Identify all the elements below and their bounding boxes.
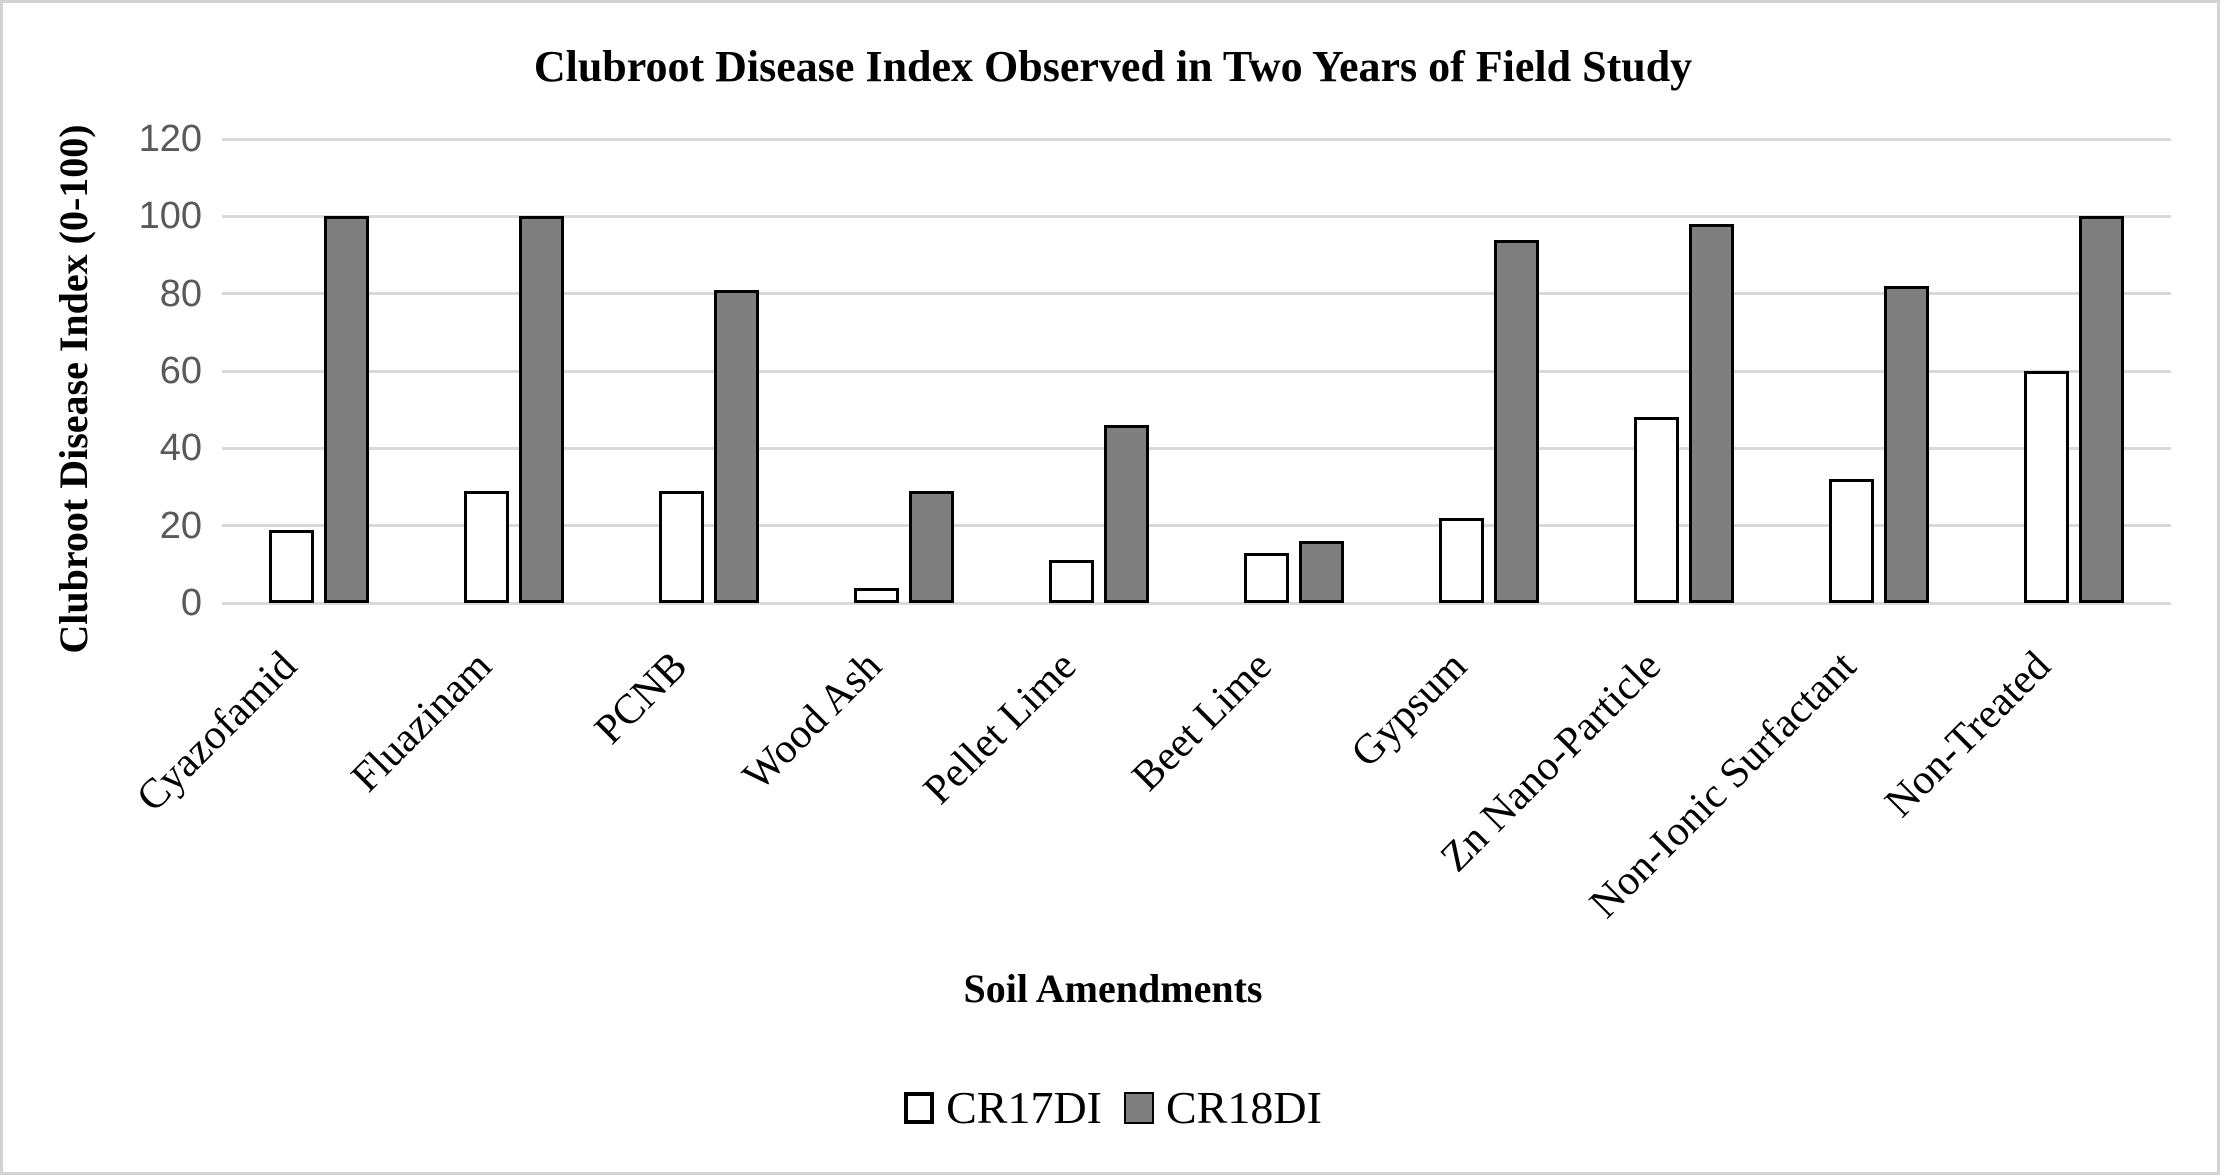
- y-tick-label-20: 20: [159, 504, 202, 547]
- gridline-y-80: [222, 292, 2171, 296]
- x-category-label: Pellet Lime: [915, 643, 1086, 814]
- bar-cr18di-wood-ash: [909, 490, 955, 603]
- bar-cr17di-gypsum: [1438, 517, 1484, 603]
- legend-label-cr17di: CR17DI: [946, 1082, 1102, 1133]
- x-category-label: Wood Ash: [734, 643, 891, 800]
- bar-cr17di-cyazofamid: [269, 529, 315, 603]
- bar-cr18di-fluazinam: [519, 216, 565, 603]
- legend-item-cr18di: CR18DI: [1124, 1081, 1322, 1134]
- bar-cr17di-beet-lime: [1243, 552, 1289, 603]
- chart-title: Clubroot Disease Index Observed in Two Y…: [533, 42, 1693, 91]
- bar-cr17di-fluazinam: [464, 490, 510, 603]
- plot-area: [222, 137, 2171, 605]
- bar-cr18di-beet-lime: [1298, 541, 1344, 603]
- x-category-label: Beet Lime: [1123, 643, 1281, 801]
- gridline-y-20: [222, 524, 2171, 528]
- bar-cr17di-non-treated: [2023, 371, 2069, 603]
- bar-cr18di-zn-nano-particle: [1688, 224, 1734, 603]
- gridline-y-120: [222, 137, 2171, 141]
- y-tick-label-120: 120: [138, 118, 202, 160]
- legend: CR17DI CR18DI: [3, 1081, 2217, 1134]
- gridline-y-60: [222, 369, 2171, 373]
- gridline-y-0: [222, 601, 2171, 605]
- y-tick-label-100: 100: [138, 195, 202, 238]
- bar-cr18di-non-ionic-surfactant: [1883, 285, 1929, 603]
- x-category-label: PCNB: [585, 643, 696, 754]
- bar-cr18di-pellet-lime: [1104, 425, 1150, 603]
- bar-cr18di-cyazofamid: [324, 216, 370, 603]
- x-category-label: Fluazinam: [342, 643, 501, 801]
- x-axis-title: Soil Amendments: [963, 966, 1263, 1011]
- bar-cr17di-non-ionic-surfactant: [1828, 479, 1874, 603]
- bar-cr17di-pcnb: [659, 490, 705, 603]
- bar-cr18di-gypsum: [1493, 239, 1539, 603]
- bar-cr18di-non-treated: [2078, 216, 2124, 603]
- x-category-label: Cyazofamid: [128, 643, 306, 821]
- gridline-y-40: [222, 446, 2171, 450]
- y-tick-label-0: 0: [180, 582, 202, 624]
- y-tick-label-60: 60: [159, 350, 202, 392]
- bar-cr17di-wood-ash: [854, 587, 900, 603]
- bar-cr17di-zn-nano-particle: [1633, 417, 1679, 603]
- legend-label-cr18di: CR18DI: [1166, 1082, 1322, 1133]
- gridline-y-100: [222, 214, 2171, 218]
- legend-swatch-cr18di: [1124, 1091, 1154, 1124]
- bar-cr17di-pellet-lime: [1049, 560, 1095, 603]
- bar-cr18di-pcnb: [714, 289, 760, 603]
- legend-item-cr17di: CR17DI: [904, 1081, 1102, 1134]
- legend-swatch-cr17di: [904, 1091, 935, 1124]
- x-category-label: Gypsum: [1342, 643, 1476, 777]
- y-tick-label-80: 80: [159, 272, 202, 315]
- y-tick-label-40: 40: [159, 427, 202, 470]
- x-category-label: Non-Treated: [1876, 643, 2061, 827]
